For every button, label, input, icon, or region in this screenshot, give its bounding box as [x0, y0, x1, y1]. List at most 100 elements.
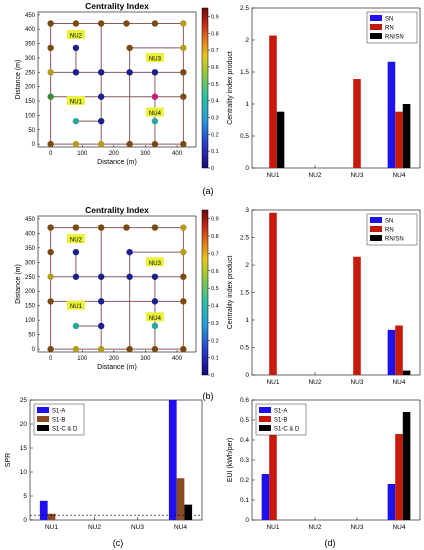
network-node [98, 345, 105, 353]
network-node [72, 44, 80, 52]
bar-y-axis-label: Centrality index product [227, 51, 234, 125]
colorbar-tick-label: 0.7 [211, 48, 219, 54]
network-node [180, 140, 187, 148]
network-node [98, 69, 105, 76]
bar-y-tick-label: 2.5 [240, 235, 249, 242]
bar-s1-a [168, 400, 177, 520]
panel-label: (a) [203, 186, 214, 196]
map-x-tick-label: 100 [77, 356, 88, 362]
network-node [126, 345, 133, 353]
colorbar-tick-label: 0.4 [211, 304, 219, 310]
bar-x-tick-label: NU3 [350, 524, 363, 531]
map-plot-area [37, 215, 197, 353]
legend-swatch [370, 226, 382, 232]
bar-s1-b [395, 434, 403, 520]
panel-label: (c) [113, 538, 124, 548]
map-y-tick-label: 150 [25, 99, 36, 105]
bar-y-tick-label: 20 [20, 421, 28, 428]
bar-s1-a [261, 474, 270, 520]
bar-x-tick-label: NU1 [266, 524, 279, 531]
bar-y-tick-label: 2 [245, 262, 249, 269]
bar-y-axis-label: EUI (kWh/per) [227, 438, 234, 482]
colorbar-tick-label: 0.2 [211, 338, 219, 344]
network-node [123, 224, 130, 231]
colorbar-tick-label: 0.3 [211, 115, 219, 121]
colorbar-tick-label: 0.6 [211, 269, 219, 275]
network-node [151, 20, 159, 27]
network-node [180, 248, 187, 256]
network-node [47, 69, 54, 76]
bar-sn [387, 61, 396, 169]
bar-y-tick-label: 0.1 [240, 497, 249, 504]
network-node [98, 93, 105, 100]
network-node [180, 345, 187, 353]
bar-x-tick-label: NU3 [350, 172, 363, 179]
legend: S1-A S1-B S1-C & D [33, 403, 85, 436]
legend: SN RN RN/SN [366, 213, 418, 246]
bar-x-tick-label: NU2 [88, 524, 101, 531]
legend-entry: S1-A [274, 409, 287, 415]
network-node [72, 20, 80, 27]
network-node [98, 322, 105, 330]
bar-s1-c-d [184, 504, 193, 520]
network-node [72, 140, 80, 148]
bar-x-tick-label: NU1 [45, 524, 58, 531]
colorbar-tick-label: 0.9 [211, 14, 219, 20]
map-title: Centrality Index [85, 205, 149, 215]
map-y-tick-label: 50 [28, 333, 35, 339]
nu-label: NU2 [70, 33, 83, 39]
map-y-tick-label: 250 [25, 275, 36, 281]
map-y-tick-label: 450 [25, 217, 36, 223]
map-x-tick-label: 400 [172, 151, 183, 157]
legend-entry: RN/SN [385, 237, 404, 243]
map-y-tick-label: 50 [28, 128, 35, 134]
nu-label-box [145, 52, 164, 62]
bar-sn [387, 329, 396, 375]
map-x-tick-label: 200 [109, 151, 120, 157]
network-node [72, 224, 80, 231]
map-x-tick-label: 0 [49, 356, 53, 362]
legend-entry: S1-A [52, 409, 65, 415]
bar-s1-b [269, 420, 277, 520]
network-node [98, 273, 105, 280]
legend-swatch [259, 425, 271, 431]
colorbar-tick-label: 0.8 [211, 234, 219, 240]
legend: S1-A S1-B S1-C & D [255, 403, 307, 436]
colorbar-tick-label: 0.1 [211, 149, 219, 155]
nu-label-box [145, 257, 164, 267]
bar-s1-b [176, 478, 185, 520]
legend-swatch [370, 33, 382, 39]
bar-y-tick-label: 0 [23, 517, 27, 524]
map-y-tick-label: 350 [25, 42, 36, 48]
network-node [151, 322, 159, 330]
network-node [151, 140, 159, 148]
nu-label-box [66, 300, 85, 310]
colorbar-tick-label: 0.8 [211, 31, 219, 37]
bar-y-tick-label: 0.5 [240, 345, 249, 352]
colorbar-tick-label: 0.3 [211, 321, 219, 327]
bar-x-tick-label: NU3 [131, 524, 144, 531]
colorbar-a: 0 0.1 0.2 0.3 0.4 0.5 0.6 0.7 0.8 0.9 [201, 7, 219, 172]
bar-chart-c: 0 5 10 15 20 25 SPR NU1 NU2 NU3 NU4 S1-A S1-B S1-C & … [5, 397, 203, 531]
map-y-tick-label: 400 [25, 231, 36, 237]
network-node [123, 20, 130, 27]
bar-chart-d: 0 0.1 0.2 0.3 0.4 0.5 0.6 EUI (kWh/per) NU1 NU2 NU… [227, 397, 421, 531]
nu-label: NU3 [149, 56, 162, 62]
bar-x-tick-label: NU4 [392, 172, 405, 179]
nu-label-box [145, 312, 164, 322]
map-y-tick-label: 450 [25, 13, 36, 19]
map-y-tick-label: 0 [32, 347, 36, 353]
network-node [72, 273, 80, 280]
bar-x-tick-label: NU4 [392, 379, 405, 386]
bar-y-axis-label: Centrality index product [227, 256, 234, 330]
legend-swatch [259, 416, 271, 422]
network-node [180, 44, 187, 52]
legend: SN RN RN/SN [366, 11, 418, 44]
bar-y-tick-label: 0.4 [240, 437, 249, 444]
bar-y-tick-label: 0.3 [240, 457, 249, 464]
colorbar-tick-label: 0 [211, 373, 214, 379]
legend-swatch [370, 15, 382, 21]
bar-rn [395, 111, 403, 168]
legend-swatch [370, 235, 382, 241]
colorbar-b: 0 0.1 0.2 0.3 0.4 0.5 0.6 0.7 0.8 0.9 [201, 209, 219, 379]
